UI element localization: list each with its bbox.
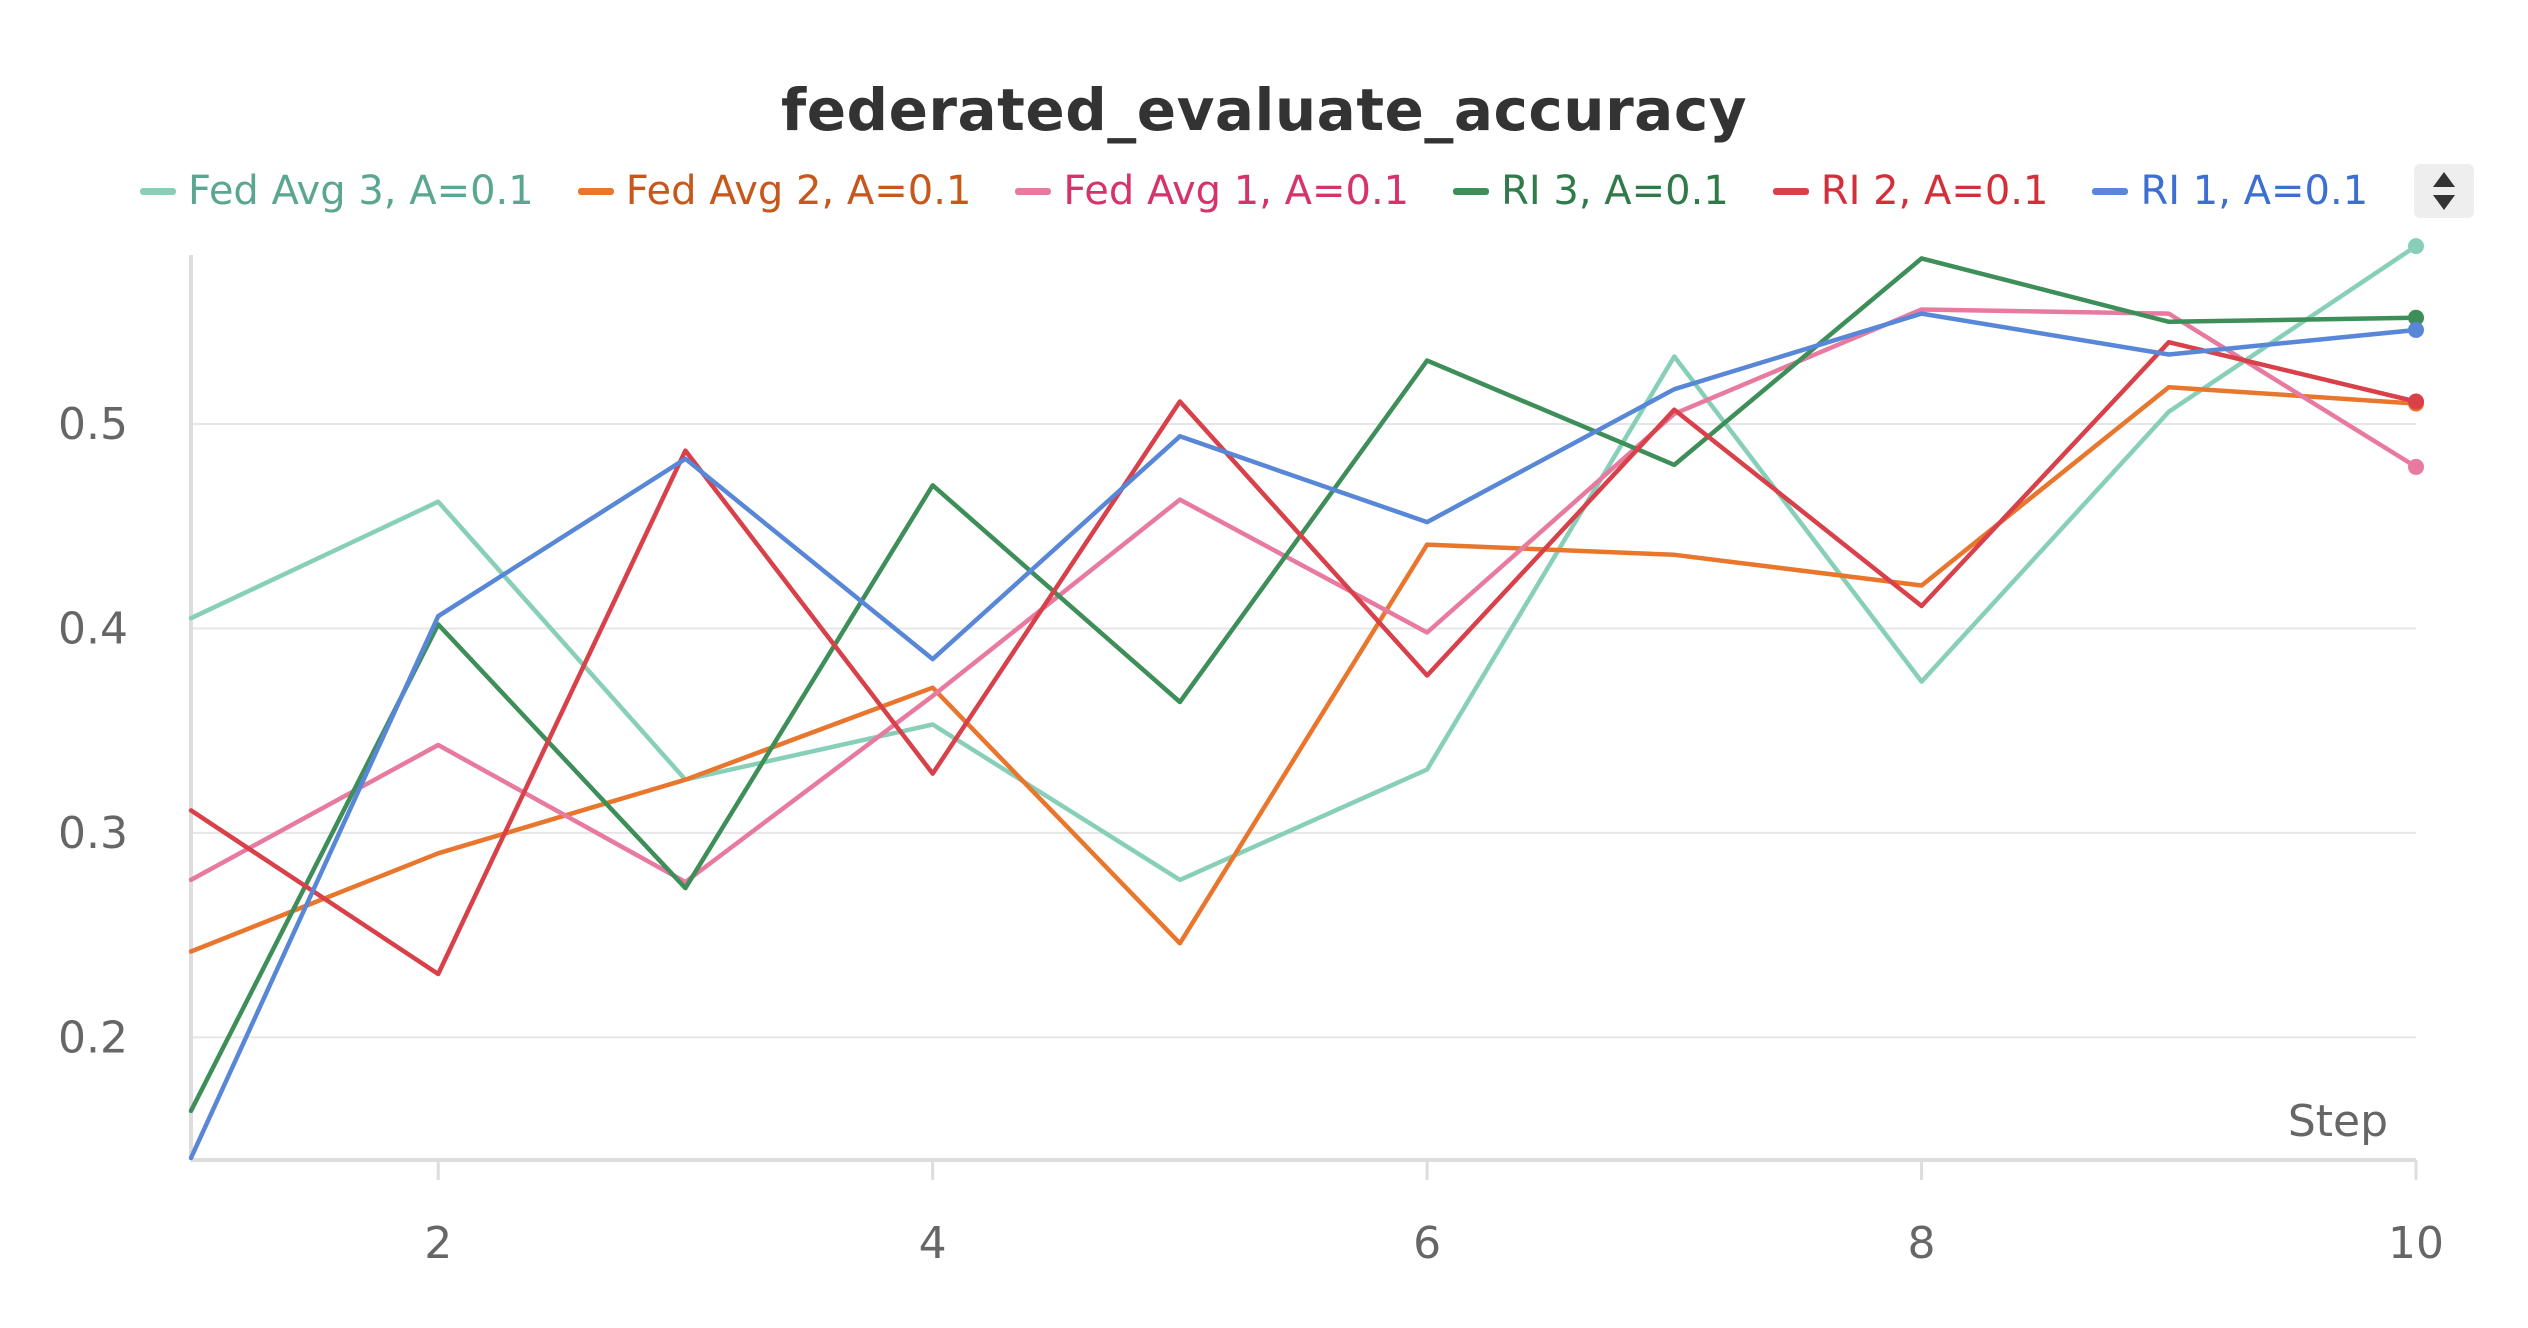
legend-item[interactable]: RI 3, A=0.1 <box>1453 168 1729 214</box>
series-line-1 <box>188 243 2419 883</box>
sort-up-down-icon <box>2433 172 2455 210</box>
chart-title: federated_evaluate_accuracy <box>780 76 1748 144</box>
legend-label: RI 1, A=0.1 <box>2140 168 2369 214</box>
legend-swatch <box>1772 187 1809 195</box>
series-line-6 <box>188 311 2419 1161</box>
y-tick-label: 0.4 <box>58 603 128 654</box>
legend-label: Fed Avg 2, A=0.1 <box>625 168 972 214</box>
legend: Fed Avg 3, A=0.1 Fed Avg 2, A=0.1 Fed Avg … <box>140 166 2368 216</box>
legend-swatch <box>1453 187 1490 195</box>
series-end-point-5 <box>2408 393 2424 410</box>
legend-item[interactable]: Fed Avg 1, A=0.1 <box>1015 168 1409 214</box>
series-line-3 <box>188 307 2419 885</box>
legend-label: Fed Avg 1, A=0.1 <box>1063 168 1410 214</box>
x-tick-label: 2 <box>424 1218 452 1269</box>
legend-swatch <box>577 187 614 195</box>
series-end-point-6 <box>2408 321 2424 338</box>
x-tick-label: 4 <box>919 1218 947 1269</box>
legend-label: RI 2, A=0.1 <box>1820 168 2049 214</box>
legend-item[interactable]: Fed Avg 3, A=0.1 <box>140 168 534 214</box>
legend-swatch <box>1015 187 1052 195</box>
series-end-point-3 <box>2408 458 2424 475</box>
legend-item[interactable]: RI 2, A=0.1 <box>1772 168 2049 214</box>
legend-label: Fed Avg 3, A=0.1 <box>188 168 534 214</box>
legend-scroll-button[interactable] <box>2414 164 2474 218</box>
series-line-2 <box>188 384 2419 954</box>
x-tick-label: 8 <box>1908 1218 1936 1269</box>
x-tick-label: 6 <box>1413 1218 1441 1269</box>
y-tick-label: 0.5 <box>58 399 128 450</box>
legend-swatch <box>140 187 176 195</box>
y-tick-label: 0.2 <box>58 1012 128 1063</box>
series-line-5 <box>188 339 2419 977</box>
series-line-4 <box>188 256 2419 1114</box>
series-end-point-4 <box>2408 309 2424 326</box>
legend-swatch <box>2092 187 2129 195</box>
legend-item[interactable]: Fed Avg 2, A=0.1 <box>577 168 972 214</box>
x-axis-label: Step <box>2288 1096 2388 1147</box>
y-tick-label: 0.3 <box>58 808 128 859</box>
legend-item[interactable]: RI 1, A=0.1 <box>2092 168 2368 214</box>
legend-label: RI 3, A=0.1 <box>1501 168 1729 214</box>
x-tick-label: 10 <box>2388 1218 2444 1269</box>
series-end-point-1 <box>2408 238 2424 255</box>
